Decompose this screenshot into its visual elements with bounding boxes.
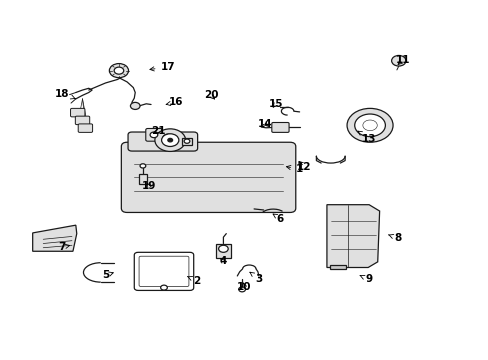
Text: 18: 18: [55, 89, 75, 99]
FancyBboxPatch shape: [215, 243, 231, 258]
FancyBboxPatch shape: [121, 142, 295, 212]
Text: 20: 20: [203, 90, 218, 100]
Text: 13: 13: [357, 131, 376, 144]
Text: 10: 10: [237, 282, 251, 292]
Circle shape: [155, 129, 185, 152]
Text: 15: 15: [268, 99, 283, 109]
FancyBboxPatch shape: [145, 129, 162, 141]
Text: 7: 7: [59, 242, 69, 252]
Text: 8: 8: [388, 233, 401, 243]
Circle shape: [167, 138, 172, 142]
Circle shape: [114, 67, 123, 74]
Text: 12: 12: [297, 161, 311, 172]
FancyBboxPatch shape: [271, 122, 288, 132]
Circle shape: [218, 245, 228, 252]
Text: 19: 19: [141, 181, 156, 192]
Circle shape: [184, 139, 189, 143]
FancyBboxPatch shape: [139, 174, 146, 184]
Text: 2: 2: [187, 275, 200, 285]
Text: 3: 3: [249, 272, 262, 284]
Circle shape: [163, 134, 172, 141]
Text: 11: 11: [395, 55, 409, 65]
Polygon shape: [326, 205, 379, 267]
Circle shape: [161, 134, 179, 147]
Circle shape: [354, 114, 385, 136]
FancyBboxPatch shape: [182, 138, 191, 145]
Circle shape: [140, 164, 145, 168]
Circle shape: [161, 285, 167, 290]
Text: 17: 17: [150, 62, 175, 72]
Circle shape: [391, 55, 405, 66]
Text: 6: 6: [272, 214, 284, 224]
FancyBboxPatch shape: [75, 116, 89, 125]
Text: 16: 16: [166, 98, 183, 107]
Text: 5: 5: [102, 270, 113, 280]
FancyBboxPatch shape: [128, 132, 197, 151]
Text: 4: 4: [219, 256, 226, 266]
Circle shape: [109, 64, 128, 78]
Circle shape: [346, 108, 392, 142]
Polygon shape: [354, 123, 382, 135]
Text: 14: 14: [257, 118, 272, 129]
FancyBboxPatch shape: [70, 108, 85, 117]
Circle shape: [150, 132, 158, 138]
Circle shape: [238, 287, 245, 292]
Ellipse shape: [151, 133, 184, 143]
Text: 21: 21: [151, 126, 165, 136]
Polygon shape: [329, 265, 346, 269]
Polygon shape: [33, 225, 77, 251]
FancyBboxPatch shape: [78, 124, 92, 132]
Text: 9: 9: [359, 274, 372, 284]
Text: 1: 1: [286, 165, 303, 174]
Circle shape: [130, 102, 140, 109]
